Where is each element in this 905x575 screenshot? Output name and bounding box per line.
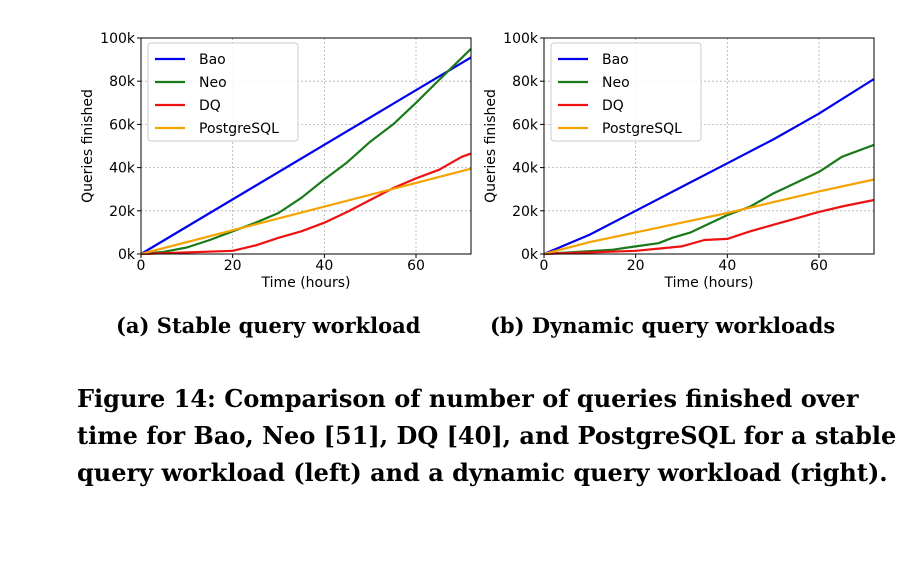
series-line-neo [140,48,472,256]
series-line-bao [140,56,472,255]
legend-label: DQ [199,98,221,114]
x-axis-label: Time (hours) [261,275,351,291]
y-tick-label: 60k [512,117,539,133]
plot-frame [140,37,472,255]
y-tick-label: 0k [521,247,539,263]
figure-charts: 0 20 40 60 0k 20k 40k 60k 80k 100k Time (hours) Que… [80,31,875,291]
x-tick-label: 60 [407,258,425,274]
legend-label: Bao [602,52,629,68]
subcaption-b: (b) Dynamic query workloads [490,313,836,338]
x-tick-label: 40 [718,258,736,274]
legend-box [550,42,702,142]
plot-frame [543,37,875,255]
legend-label: PostgreSQL [199,121,279,137]
chart-a: 0 20 40 60 0k 20k 40k 60k 80k 100k Time (hours) Que… [80,31,472,291]
series-line-postgresql [140,167,472,256]
y-tick-label: 20k [512,204,539,220]
figure-caption: Figure 14: Comparison of number of queri… [77,380,897,491]
y-axis-label: Queries finished [483,89,499,203]
y-axis-label: Queries finished [80,89,96,203]
x-tick-label: 40 [315,258,333,274]
y-tick-label: 40k [512,161,539,177]
figure-caption-line: Figure 14: Comparison of number of queri… [77,384,859,413]
subcaption-a: (a) Stable query workload [116,313,421,338]
x-tick-label: 20 [224,258,242,274]
legend: Bao Neo DQ PostgreSQL [550,42,702,142]
legend-label: DQ [602,98,624,114]
figure-caption-line: query workload (left) and a dynamic quer… [77,458,888,487]
series-line-bao [543,78,875,256]
legend: Bao Neo DQ PostgreSQL [147,42,299,142]
legend-label: Neo [602,75,630,91]
y-tick-label: 40k [109,161,136,177]
x-tick-label: 0 [137,258,146,274]
chart-b: 0 20 40 60 0k 20k 40k 60k 80k 100k Time (hours) Que… [483,31,875,291]
legend-box [147,42,299,142]
series-line-postgresql [543,178,875,256]
y-tick-label: 80k [512,74,539,90]
y-tick-label: 80k [109,74,136,90]
series-line-neo [543,143,875,256]
series-line-dq [140,152,472,256]
legend-label: Bao [199,52,226,68]
x-tick-label: 20 [627,258,645,274]
y-tick-label: 100k [503,31,539,47]
x-tick-label: 0 [540,258,549,274]
legend-label: PostgreSQL [602,121,682,137]
figure-caption-line: time for Bao, Neo [51], DQ [40], and Pos… [77,421,897,450]
y-tick-label: 0k [118,247,136,263]
series-line-dq [543,198,875,256]
x-axis-label: Time (hours) [664,275,754,291]
legend-label: Neo [199,75,227,91]
x-tick-label: 60 [810,258,828,274]
y-tick-label: 20k [109,204,136,220]
y-tick-label: 60k [109,117,136,133]
y-tick-label: 100k [100,31,136,47]
